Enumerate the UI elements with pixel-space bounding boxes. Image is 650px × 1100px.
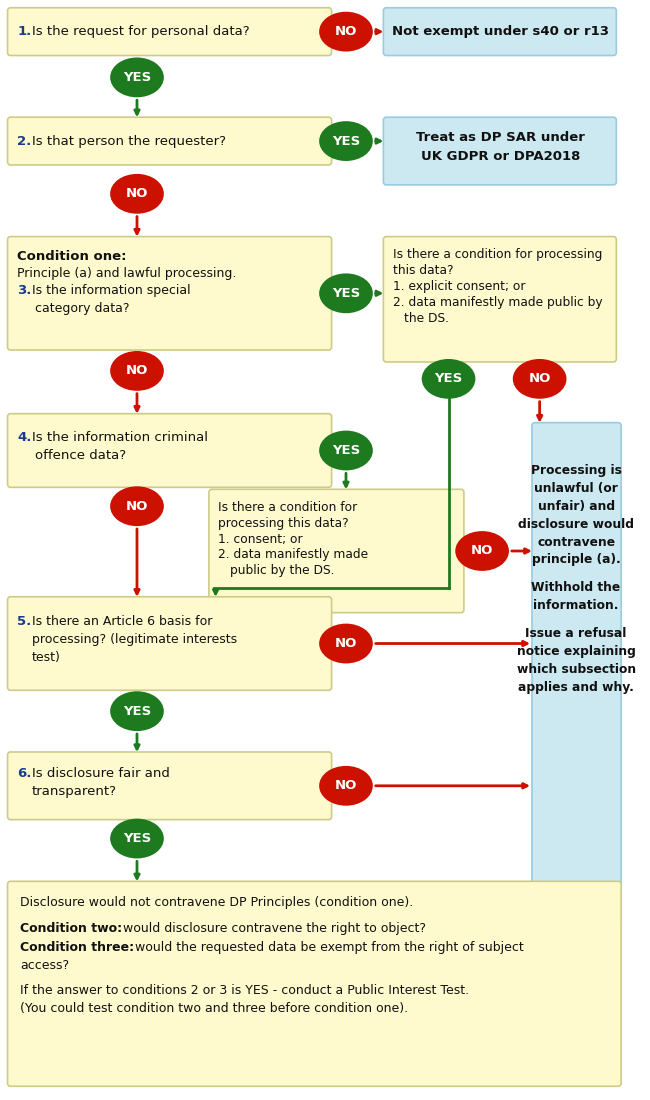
Ellipse shape [110, 57, 164, 97]
Text: 6.: 6. [17, 768, 32, 780]
Text: disclosure would: disclosure would [518, 518, 634, 530]
FancyBboxPatch shape [384, 8, 616, 55]
Text: NO: NO [335, 779, 357, 792]
Text: NO: NO [471, 544, 493, 558]
Text: applies and why.: applies and why. [518, 681, 634, 694]
Text: YES: YES [123, 70, 151, 84]
Text: Is there a condition for: Is there a condition for [218, 500, 358, 514]
Text: 2. data manifestly made: 2. data manifestly made [218, 549, 369, 561]
Text: principle (a).: principle (a). [532, 553, 621, 566]
Text: 2. data manifestly made public by: 2. data manifestly made public by [393, 296, 603, 309]
Text: public by the DS.: public by the DS. [230, 564, 335, 578]
Text: Is that person the requester?: Is that person the requester? [32, 134, 226, 147]
Text: NO: NO [528, 373, 551, 385]
Text: notice explaining: notice explaining [517, 645, 636, 658]
Text: NO: NO [126, 499, 148, 513]
Text: (You could test condition two and three before condition one).: (You could test condition two and three … [20, 1002, 408, 1015]
Text: 1. explicit consent; or: 1. explicit consent; or [393, 279, 525, 293]
Text: would the requested data be exempt from the right of subject: would the requested data be exempt from … [131, 942, 524, 955]
Text: category data?: category data? [35, 301, 130, 315]
Text: unfair) and: unfair) and [538, 499, 615, 513]
Ellipse shape [319, 624, 373, 663]
Text: 1.: 1. [17, 25, 31, 39]
Text: YES: YES [332, 287, 360, 300]
Text: Is there a condition for processing: Is there a condition for processing [393, 248, 603, 261]
Text: Is the request for personal data?: Is the request for personal data? [32, 25, 249, 39]
Text: YES: YES [434, 373, 463, 385]
Text: YES: YES [332, 134, 360, 147]
Text: Is the information special: Is the information special [32, 284, 190, 297]
Text: NO: NO [335, 25, 357, 39]
Text: this data?: this data? [393, 264, 454, 277]
FancyBboxPatch shape [384, 118, 616, 185]
FancyBboxPatch shape [384, 236, 616, 362]
Ellipse shape [455, 531, 509, 571]
Text: Issue a refusal: Issue a refusal [525, 627, 627, 640]
Ellipse shape [319, 430, 373, 471]
Text: If the answer to conditions 2 or 3 is YES - conduct a Public Interest Test.: If the answer to conditions 2 or 3 is YE… [20, 984, 469, 998]
Text: YES: YES [123, 705, 151, 717]
FancyBboxPatch shape [8, 236, 332, 350]
Text: Is there an Article 6 basis for: Is there an Article 6 basis for [32, 615, 212, 628]
Text: Condition two:: Condition two: [20, 922, 122, 935]
Ellipse shape [110, 818, 164, 858]
FancyBboxPatch shape [532, 422, 621, 926]
Text: UK GDPR or DPA2018: UK GDPR or DPA2018 [421, 151, 580, 164]
Text: would disclosure contravene the right to object?: would disclosure contravene the right to… [119, 922, 426, 935]
Text: transparent?: transparent? [32, 785, 116, 799]
Ellipse shape [110, 351, 164, 390]
Ellipse shape [319, 766, 373, 805]
Text: information.: information. [533, 600, 619, 613]
Text: the DS.: the DS. [404, 311, 448, 324]
FancyBboxPatch shape [8, 881, 621, 1087]
Ellipse shape [513, 359, 567, 399]
Text: Is disclosure fair and: Is disclosure fair and [32, 768, 170, 780]
Text: processing this data?: processing this data? [218, 517, 349, 529]
Text: Withhold the: Withhold the [532, 581, 621, 594]
Text: which subsection: which subsection [517, 663, 636, 675]
Ellipse shape [319, 12, 373, 52]
Text: 2.: 2. [17, 134, 31, 147]
Text: offence data?: offence data? [35, 449, 127, 462]
Text: Condition three:: Condition three: [20, 942, 134, 955]
Text: unlawful (or: unlawful (or [534, 482, 618, 495]
FancyBboxPatch shape [8, 752, 332, 820]
Text: 5.: 5. [17, 615, 31, 628]
Text: 3.: 3. [17, 284, 32, 297]
Text: test): test) [32, 651, 60, 664]
Text: Not exempt under s40 or r13: Not exempt under s40 or r13 [392, 25, 609, 39]
FancyBboxPatch shape [8, 597, 332, 691]
Text: YES: YES [123, 832, 151, 845]
Ellipse shape [110, 691, 164, 732]
Text: NO: NO [335, 637, 357, 650]
Text: Treat as DP SAR under: Treat as DP SAR under [416, 131, 585, 144]
Text: Is the information criminal: Is the information criminal [32, 431, 207, 444]
FancyBboxPatch shape [8, 414, 332, 487]
Text: YES: YES [332, 444, 360, 456]
Text: contravene: contravene [537, 536, 615, 549]
Text: NO: NO [126, 364, 148, 377]
Text: Condition one:: Condition one: [17, 250, 127, 263]
FancyBboxPatch shape [8, 118, 332, 165]
Ellipse shape [110, 174, 164, 213]
Ellipse shape [319, 274, 373, 313]
Text: Disclosure would not contravene DP Principles (condition one).: Disclosure would not contravene DP Princ… [20, 895, 413, 909]
Text: access?: access? [20, 959, 69, 972]
FancyBboxPatch shape [209, 490, 464, 613]
Ellipse shape [319, 121, 373, 161]
Text: processing? (legitimate interests: processing? (legitimate interests [32, 632, 237, 646]
Text: Principle (a) and lawful processing.: Principle (a) and lawful processing. [17, 267, 237, 279]
Text: 1. consent; or: 1. consent; or [218, 532, 303, 546]
Text: Processing is: Processing is [530, 464, 621, 477]
FancyBboxPatch shape [8, 8, 332, 55]
Text: NO: NO [126, 187, 148, 200]
Ellipse shape [422, 359, 475, 399]
Text: 4.: 4. [17, 431, 32, 444]
Ellipse shape [110, 486, 164, 526]
